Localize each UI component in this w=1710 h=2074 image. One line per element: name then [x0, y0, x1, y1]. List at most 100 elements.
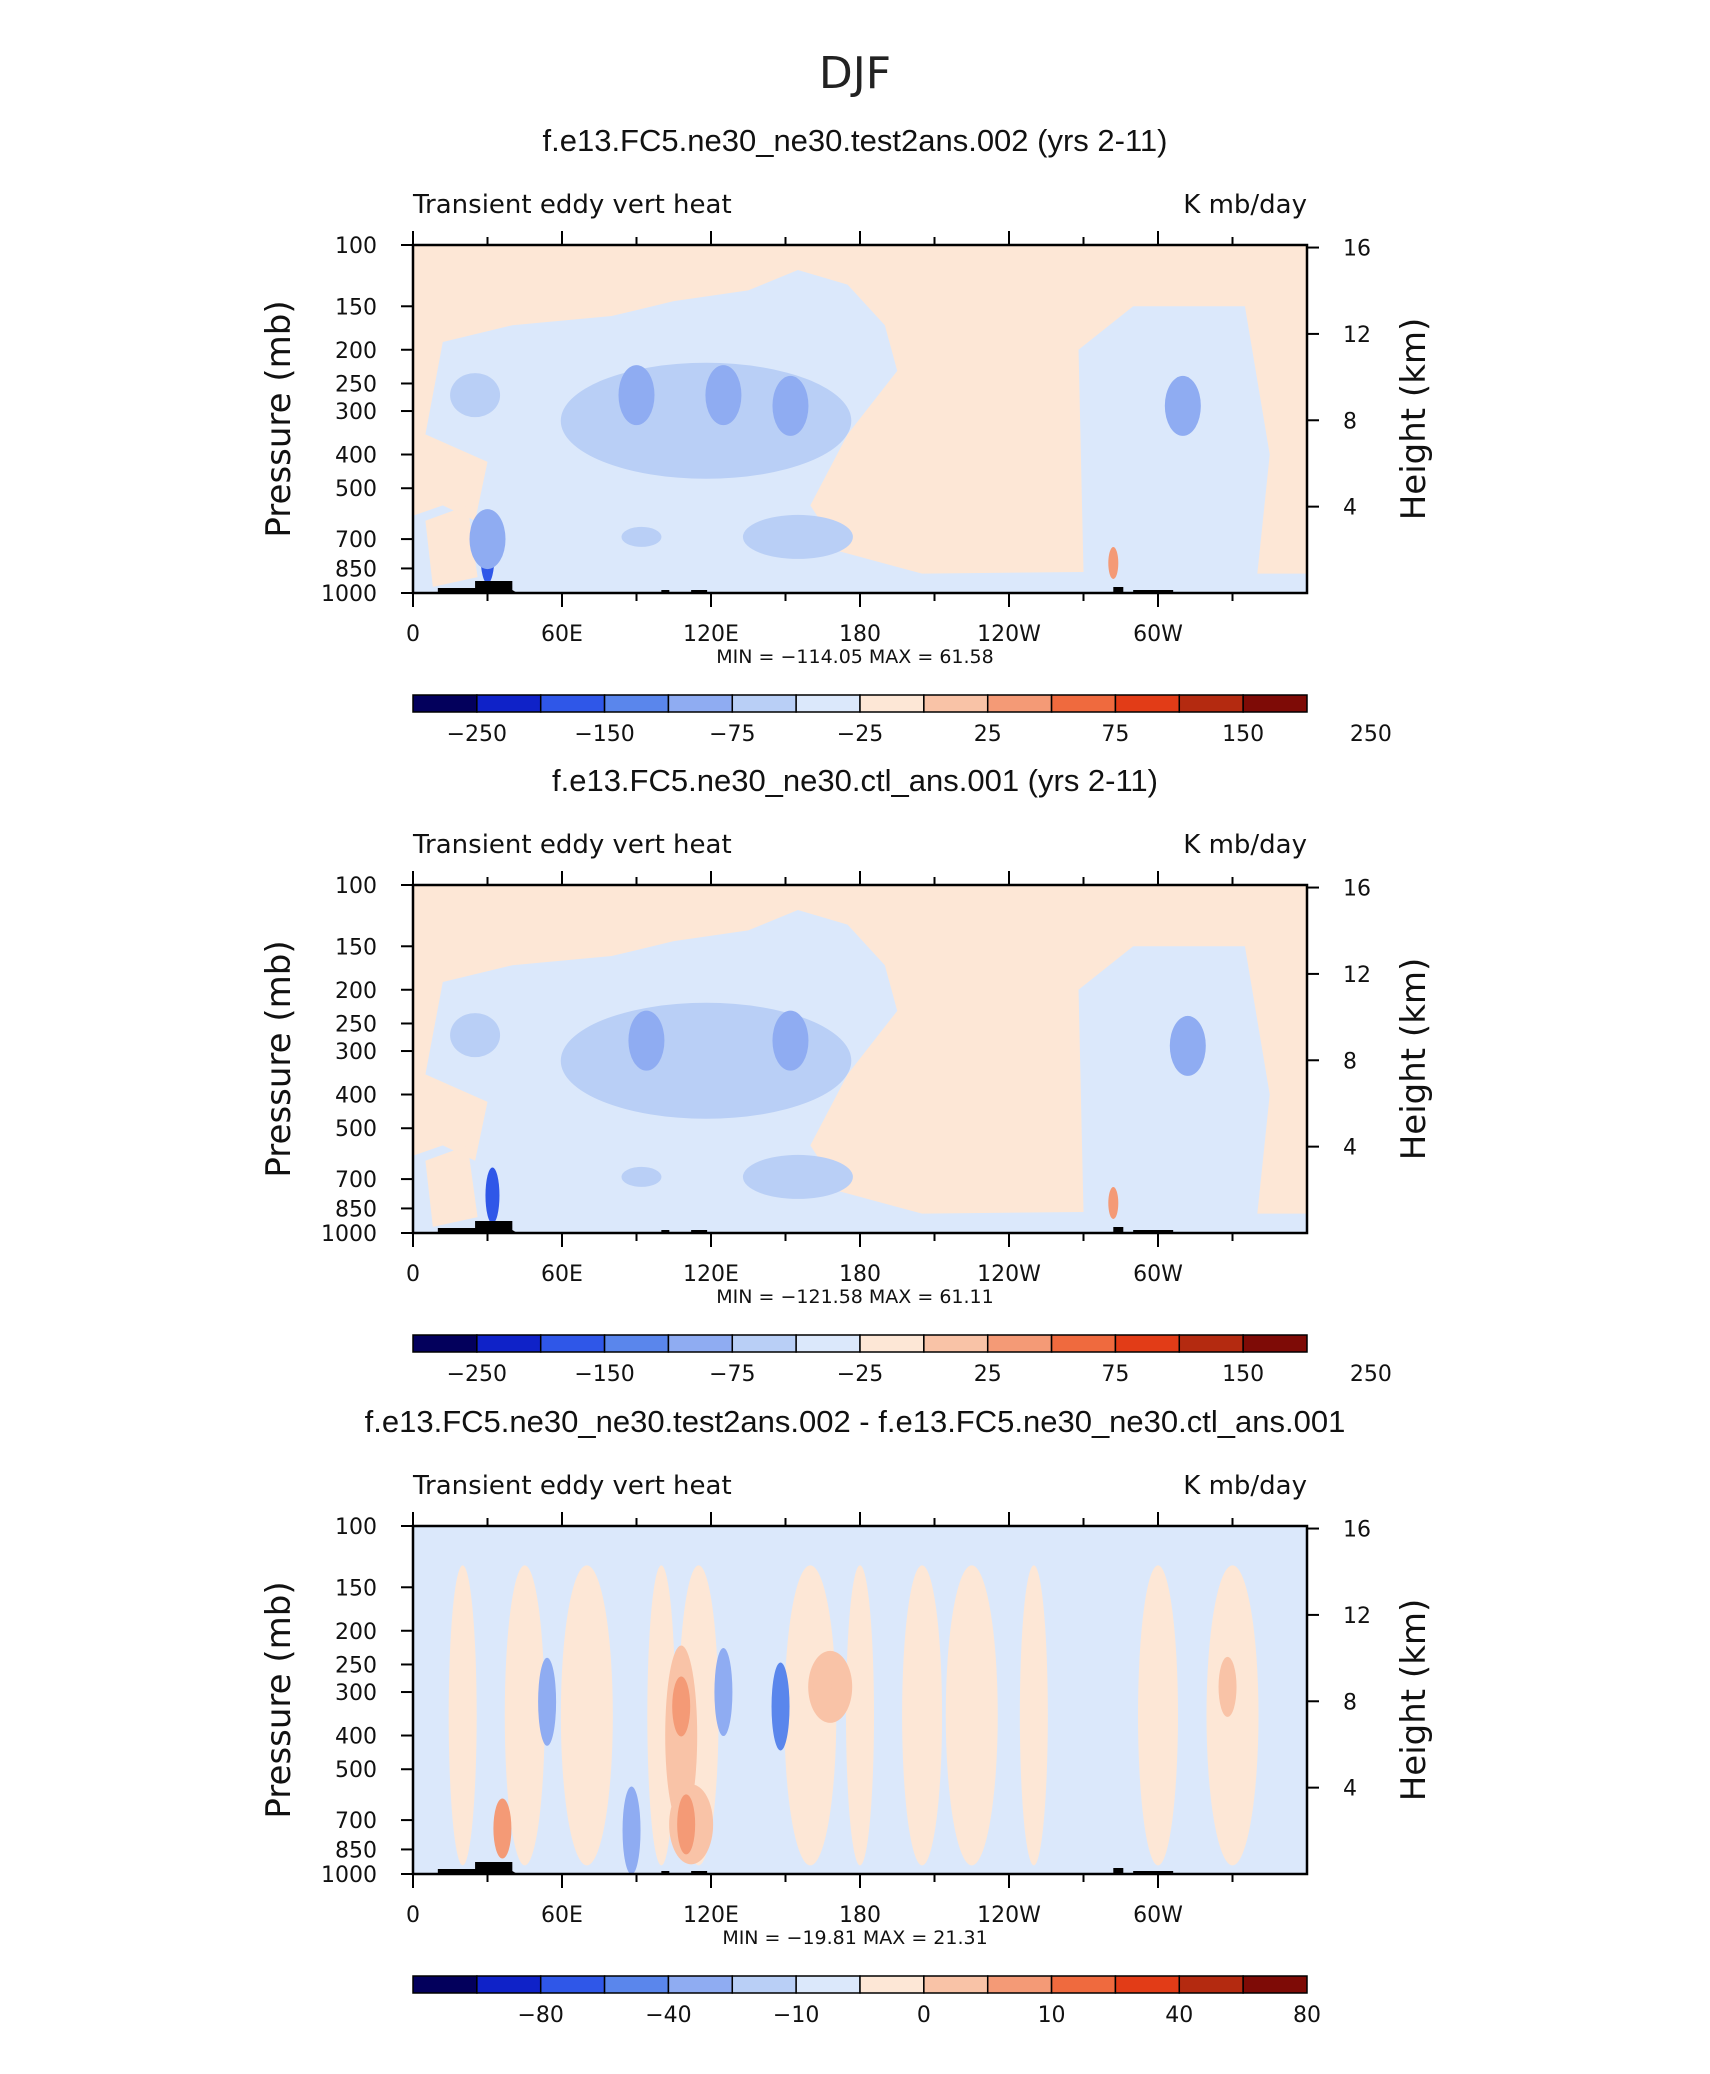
colorbar-swatch: [1050, 1334, 1117, 1353]
lower-band-2: [621, 526, 662, 547]
colorbar-swatch: [859, 1975, 925, 1994]
x-tick-label: 120E: [683, 1262, 739, 1287]
x-tick-label: 180: [839, 622, 881, 647]
colorbar-swatch: [476, 1334, 542, 1353]
panels: f.e13.FC5.ne30_ne30.test2ans.002 (yrs 2-…: [259, 123, 1434, 2028]
colorbar-swatch: [476, 694, 542, 713]
feature-0: [538, 1657, 557, 1746]
anomaly-band-9: [1019, 1565, 1048, 1866]
colorbar-label: 0: [917, 2003, 931, 2028]
colorbar-swatch: [731, 1334, 797, 1353]
colorbar-label: −75: [709, 1362, 755, 1387]
x-tick-label: 120W: [977, 1262, 1041, 1287]
anomaly-band-1: [504, 1565, 545, 1866]
topography-small: [661, 1230, 670, 1233]
colorbar-swatch: [539, 1975, 606, 1994]
height-tick-label: 8: [1343, 409, 1357, 434]
colorbar-swatch: [795, 694, 861, 713]
colorbar-label: −80: [517, 2003, 563, 2028]
colorbar-label: −250: [447, 1362, 507, 1387]
colorbar-swatch: [603, 1975, 670, 1994]
anomaly-band-0: [448, 1565, 477, 1866]
feature-3: [771, 1662, 790, 1751]
feature-0: [485, 1167, 500, 1224]
topography-small: [691, 1230, 708, 1233]
topography-andes: [1133, 1230, 1174, 1233]
topography-small: [661, 1871, 670, 1874]
panel-title: f.e13.FC5.ne30_ne30.test2ans.002 - f.e13…: [365, 1404, 1346, 1439]
height-axis-label: Height (km): [1394, 318, 1434, 521]
lower-band: [742, 1154, 853, 1199]
panel-2: f.e13.FC5.ne30_ne30.ctl_ans.001 (yrs 2-1…: [259, 763, 1434, 1387]
y-tick-label: 300: [335, 1040, 377, 1065]
contour-field: [413, 245, 1307, 593]
y-tick-label: 300: [335, 1681, 377, 1706]
x-tick-label: 0: [406, 1903, 420, 1928]
colorbar-swatch: [539, 1334, 606, 1353]
panel-3: f.e13.FC5.ne30_ne30.test2ans.002 - f.e13…: [259, 1404, 1434, 2028]
colorbar-label: 250: [1350, 722, 1392, 747]
panel-1: f.e13.FC5.ne30_ne30.test2ans.002 (yrs 2-…: [259, 123, 1434, 747]
contour-field: [413, 885, 1307, 1233]
colorbar-label: 250: [1350, 1362, 1392, 1387]
y-tick-label: 400: [335, 1084, 377, 1109]
height-tick-label: 16: [1343, 1518, 1371, 1543]
positive-tongue: [425, 505, 478, 587]
colorbar: −80 −40 −10 0 10 40 80: [412, 1975, 1321, 2028]
colorbar-label: 75: [1101, 722, 1129, 747]
colorbar-label: −25: [837, 1362, 883, 1387]
colorbar-swatch: [795, 1334, 861, 1353]
y-tick-label: 1000: [321, 1222, 377, 1247]
feature-1: [469, 509, 506, 570]
colorbar-label: 25: [974, 722, 1002, 747]
colorbar-swatch: [1178, 1334, 1244, 1353]
colorbar-swatch: [1178, 1975, 1244, 1994]
feature-2: [772, 1010, 809, 1071]
y-axis-label: Pressure (mb): [259, 300, 299, 537]
colorbar-swatch: [1178, 694, 1244, 713]
height-tick-label: 8: [1343, 1690, 1357, 1715]
height-tick-label: 8: [1343, 1049, 1357, 1074]
x-tick-label: 120W: [977, 622, 1041, 647]
colorbar-swatch: [1050, 1975, 1117, 1994]
colorbar-swatch: [539, 694, 606, 713]
colorbar-swatch: [731, 1975, 797, 1994]
colorbar-swatch: [412, 694, 478, 713]
y-tick-label: 850: [335, 557, 377, 582]
feature-2: [618, 365, 655, 426]
colorbar-swatch: [923, 1334, 989, 1353]
feature-8: [1218, 1656, 1237, 1717]
y-axis-label: Pressure (mb): [259, 940, 299, 1177]
y-tick-label: 250: [335, 1012, 377, 1037]
topography-small: [691, 590, 708, 593]
lower-band-2: [621, 1166, 662, 1187]
y-tick-label: 1000: [321, 1863, 377, 1888]
y-tick-label: 200: [335, 1620, 377, 1645]
anomaly-band-11: [1206, 1565, 1259, 1866]
y-tick-label: 150: [335, 295, 377, 320]
y-tick-label: 850: [335, 1197, 377, 1222]
colorbar-swatch: [986, 1334, 1053, 1353]
feature-2: [714, 1648, 733, 1737]
height-tick-label: 4: [1343, 496, 1357, 521]
anomaly-band-2: [560, 1565, 613, 1866]
topography-andes: [1133, 1871, 1174, 1874]
panel-title: f.e13.FC5.ne30_ne30.test2ans.002 (yrs 2-…: [543, 123, 1168, 158]
y-tick-label: 100: [335, 874, 377, 899]
contour-field: [413, 1526, 1307, 1874]
colorbar-label: 40: [1165, 2003, 1193, 2028]
anomaly-band-6: [846, 1565, 874, 1866]
colorbar-swatch: [1242, 1334, 1308, 1353]
upper-jet-band: [560, 1002, 852, 1119]
y-tick-label: 300: [335, 400, 377, 425]
colorbar-swatch: [603, 694, 670, 713]
min-max-stats: MIN = −121.58 MAX = 61.11: [716, 1286, 993, 1308]
x-tick-label: 60E: [541, 622, 583, 647]
y-axis-label: Pressure (mb): [259, 1581, 299, 1818]
upper-jet-band: [560, 362, 852, 479]
feature-1: [628, 1010, 665, 1071]
units-label: K mb/day: [1183, 190, 1307, 220]
colorbar-label: −150: [574, 1362, 634, 1387]
colorbar-label: 80: [1293, 2003, 1321, 2028]
panel-title: f.e13.FC5.ne30_ne30.ctl_ans.001 (yrs 2-1…: [552, 763, 1158, 798]
